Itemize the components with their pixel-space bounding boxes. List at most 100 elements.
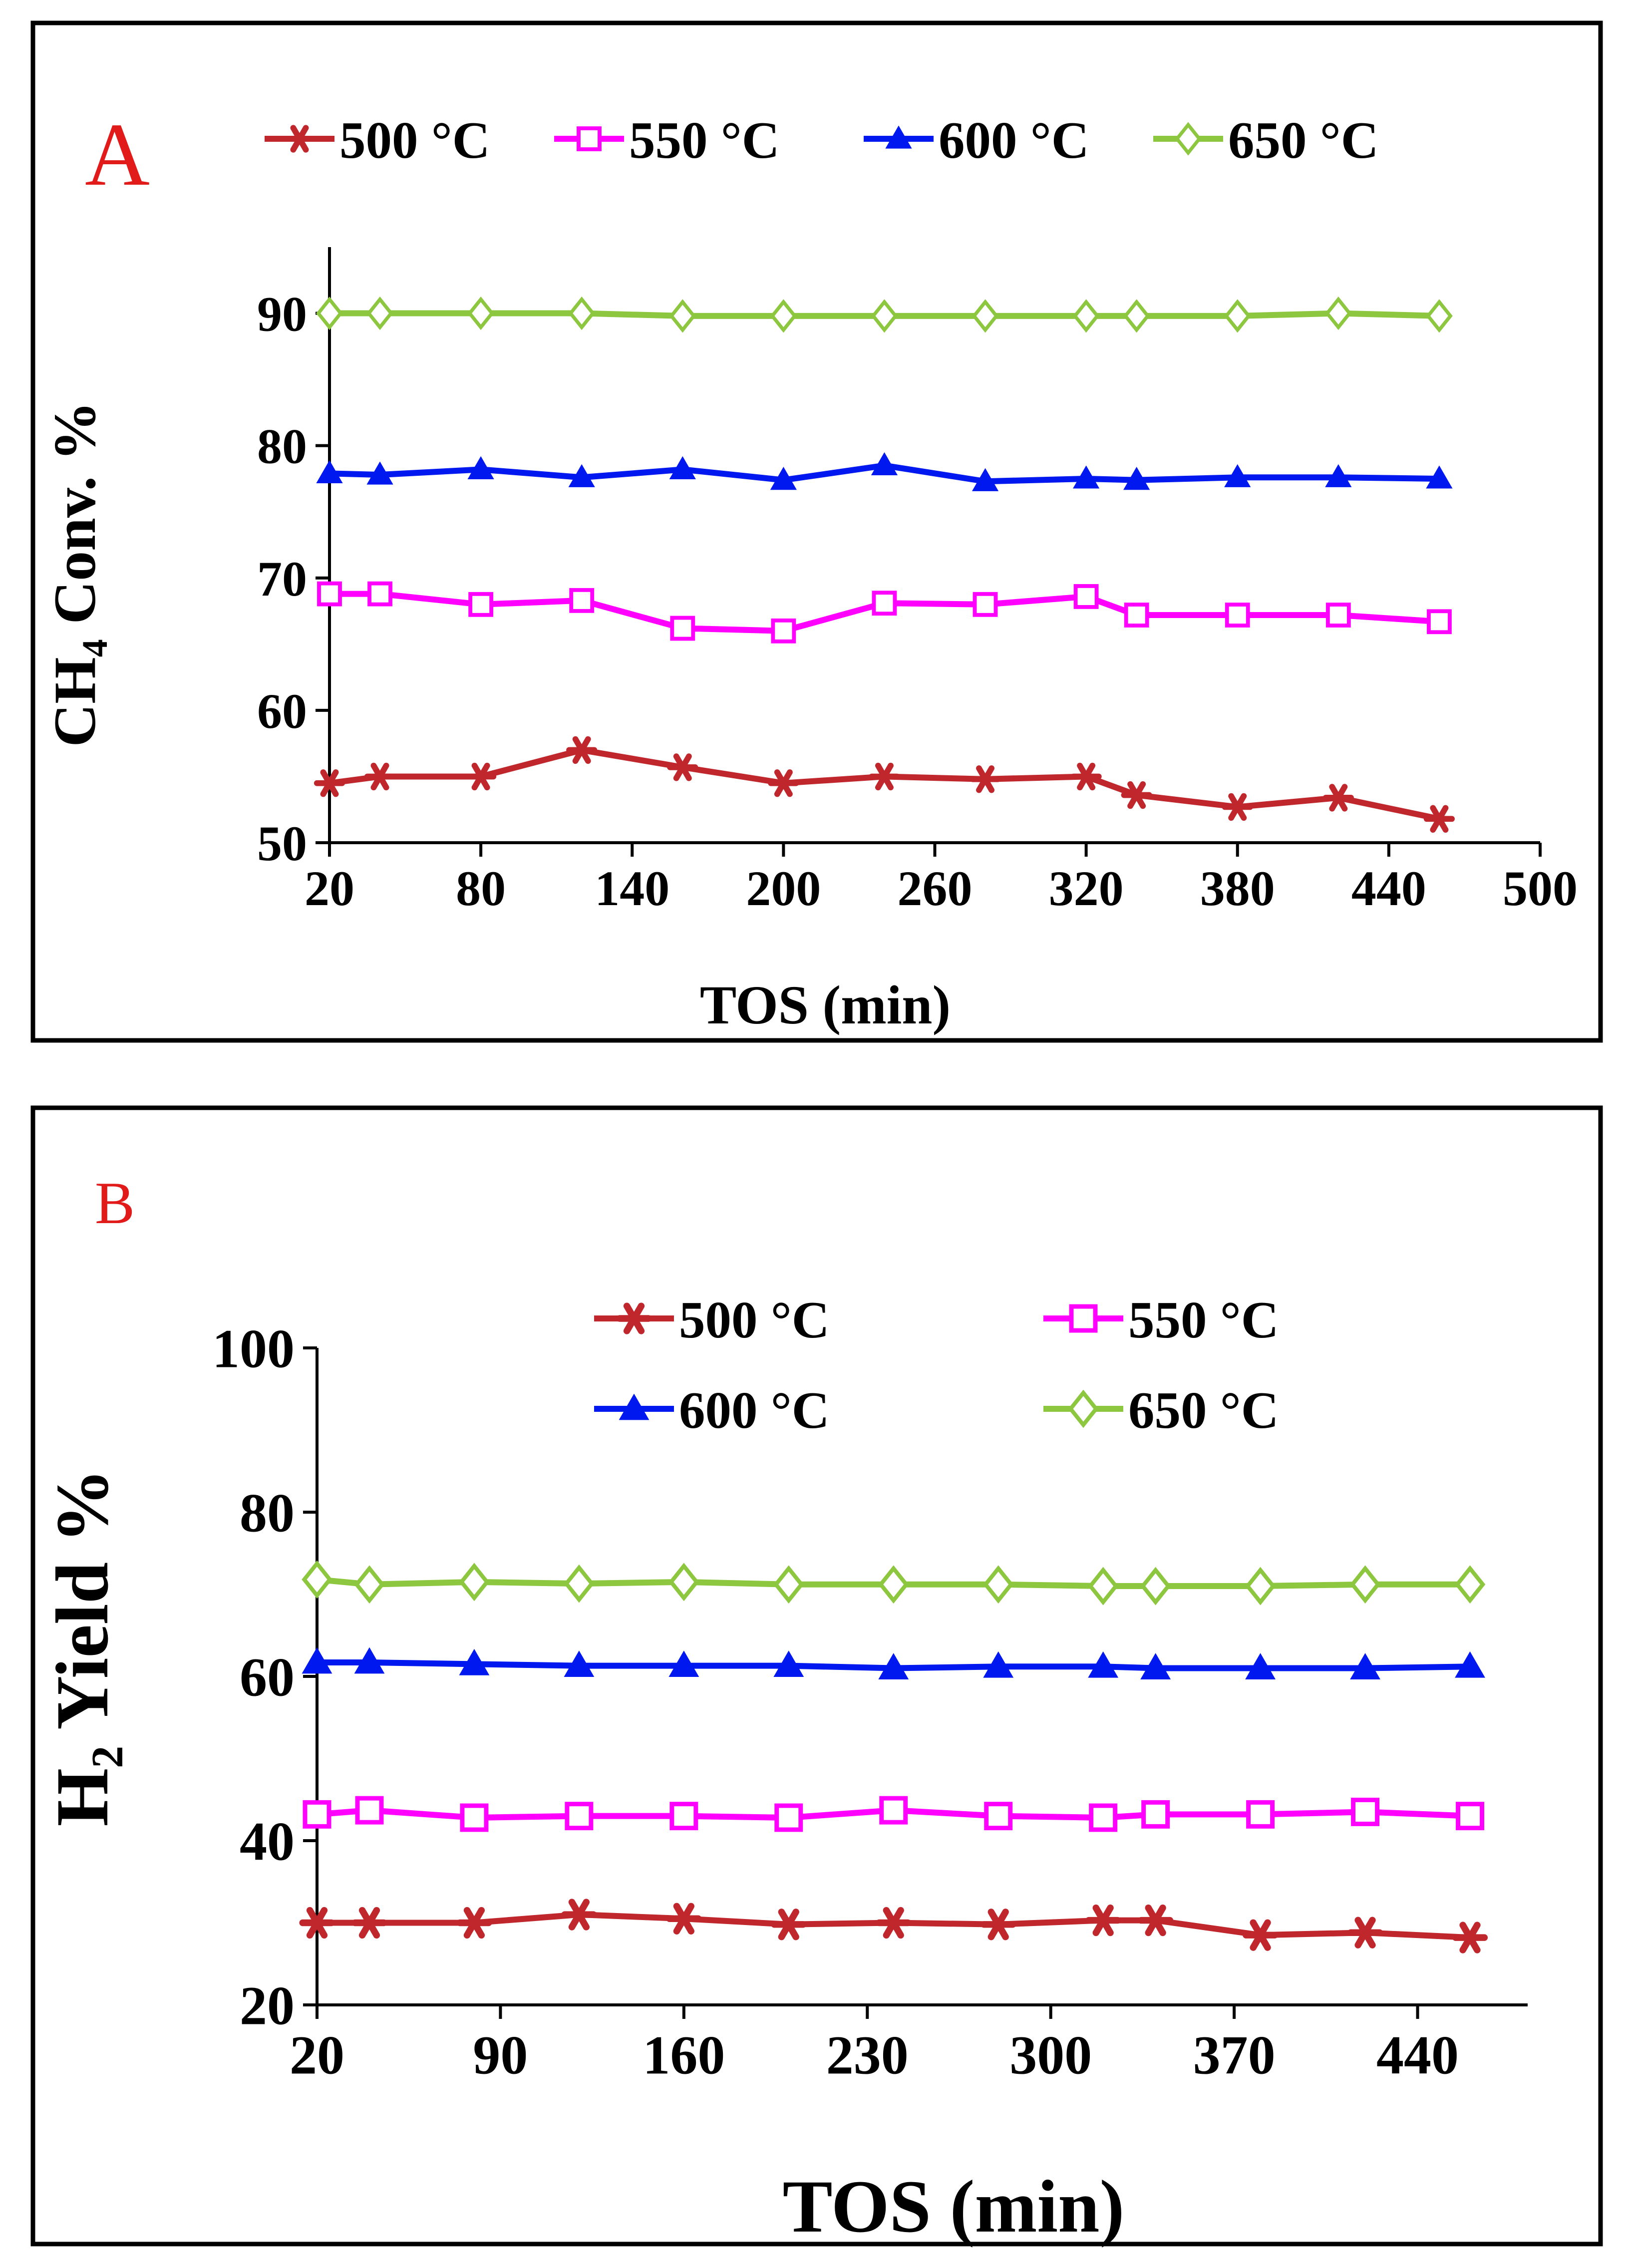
legend-marker [1069,1304,1098,1333]
legend-marker [1068,1389,1099,1428]
data-point [1324,296,1352,330]
data-point [561,1899,597,1931]
data-point [773,1565,804,1604]
data-point [972,468,999,491]
data-point [367,581,392,607]
data-point [770,299,797,333]
data-point [468,592,494,617]
x-tick-label: 380 [1200,861,1275,916]
data-point [970,765,1001,793]
data-point-stroke [358,1907,380,1939]
panel-a: A 50 60 70 80 90 20 80 140 200 260 320 380 440 500 50… [41,105,1578,1035]
data-point [871,299,898,333]
data-point-stroke [883,1907,904,1939]
legend-label: 650 °C [1128,1381,1279,1439]
data-point [1123,299,1150,333]
data-point [1325,464,1352,487]
data-point [460,1803,489,1832]
x-tick-label: 440 [1376,2025,1459,2086]
data-point [972,299,999,333]
legend-marker [284,125,316,153]
data-point [1347,1917,1383,1948]
legend-marker [616,1302,652,1334]
data-point-stroke [1127,781,1146,809]
data-point-stroke [1250,1919,1271,1951]
data-point [668,1563,699,1602]
panel-b-legend: 500 °C 550 °C 600 °C 650 °C [594,1291,1279,1439]
data-point [1222,793,1253,821]
x-tick-label: 500 [1503,861,1578,916]
data-point [1138,1904,1174,1937]
panel-b-xlabel: TOS (min) [783,2165,1125,2248]
data-point-stroke [463,1907,485,1939]
data-point-stroke [572,736,591,764]
data-point [669,1802,698,1831]
legend-label: 500 °C [679,1291,830,1349]
legend-marker [1175,122,1202,156]
data-point [456,1907,492,1939]
data-point [869,762,900,791]
data-point [1243,1919,1279,1951]
data-point [366,296,393,330]
data-point [872,591,897,616]
legend-item: 550 °C [554,111,780,169]
data-point [459,1648,490,1675]
data-point [564,1650,595,1677]
panel-b-axes: 20 40 60 80 100 20 90 160 230 300 370 440 [212,1318,1528,2086]
data-point [1088,1651,1119,1678]
data-point [669,456,696,479]
data-point [568,464,595,487]
data-point-stroke [778,1909,799,1941]
data-point-stroke [1459,1922,1481,1953]
x-tick-label: 300 [1009,2025,1092,2086]
data-point [984,1802,1013,1831]
data-point [1140,1567,1171,1606]
data-point [1141,1800,1170,1829]
data-point [467,456,494,479]
panel-b-ylabel: H₂ Yield % [41,1468,124,1826]
data-point [364,762,396,791]
data-point-stroke [1430,805,1449,833]
data-point-stroke [976,765,995,793]
x-tick-label: 160 [643,2025,725,2086]
data-point [982,1565,1014,1604]
data-point-stroke [1092,1904,1114,1937]
data-point [366,461,393,485]
data-point-stroke [568,1899,590,1931]
legend-label: 600 °C [679,1381,830,1439]
data-point-stroke [1329,784,1348,812]
panel-a-label: A [85,105,150,204]
data-point [316,296,343,330]
y-tick-label: 40 [240,1811,295,1872]
data-point-stroke [1077,762,1096,791]
data-point [316,460,343,483]
data-point [1245,1653,1276,1679]
legend-item: 650 °C [1153,111,1379,169]
legend-marker [619,1393,650,1420]
data-point [980,1909,1016,1941]
data-point [299,1907,335,1939]
legend-label: 600 °C [939,111,1089,169]
legend-marker [577,126,602,151]
data-point [876,1907,912,1939]
data-point [1456,1802,1485,1831]
legend-item: 550 °C [1043,1291,1279,1349]
data-point-stroke [673,753,692,781]
data-point [1070,762,1102,791]
x-tick-label: 230 [826,2025,909,2086]
data-point [1452,1922,1488,1953]
data-point-stroke [306,1907,328,1939]
data-point [878,1565,909,1604]
x-tick-label: 440 [1351,861,1426,916]
y-tick-label: 60 [257,683,307,739]
x-tick-label: 260 [898,861,973,916]
legend-item: 500 °C [594,1291,830,1349]
data-point [1246,1800,1275,1829]
data-point [878,1653,909,1679]
data-point [1423,805,1455,833]
x-tick-label: 200 [746,861,821,916]
data-point [467,296,495,330]
data-point [668,1650,699,1677]
data-point [1224,299,1251,333]
